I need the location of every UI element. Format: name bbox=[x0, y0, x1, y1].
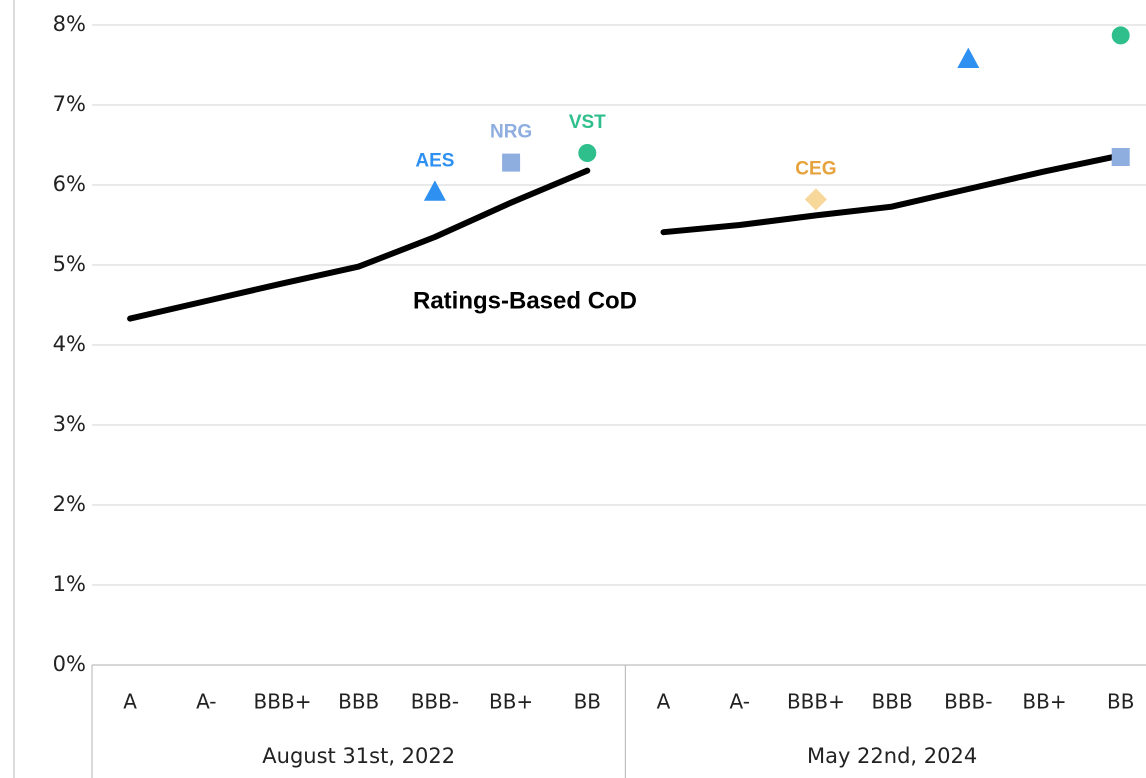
x-tick-label: BBB bbox=[872, 690, 913, 714]
x-tick-label: BBB+ bbox=[254, 690, 312, 714]
x-tick-label: A bbox=[123, 690, 137, 714]
x-tick-label: BBB+ bbox=[787, 690, 845, 714]
x-tick-label: BBB- bbox=[411, 690, 459, 714]
y-tick-label: 2% bbox=[53, 492, 86, 516]
point-label: AES bbox=[415, 150, 454, 171]
marker bbox=[804, 188, 827, 211]
x-tick-label: A bbox=[657, 690, 671, 714]
x-tick-label: BB+ bbox=[489, 690, 533, 714]
marker bbox=[578, 144, 597, 162]
point-label: NRG bbox=[490, 122, 532, 143]
marker bbox=[502, 153, 521, 172]
y-tick-label: 4% bbox=[53, 332, 86, 356]
y-tick-label: 6% bbox=[53, 172, 86, 196]
cod-line bbox=[127, 167, 591, 322]
y-tick-label: 1% bbox=[53, 572, 86, 596]
x-tick-label: BB bbox=[574, 690, 601, 714]
marker bbox=[1111, 148, 1130, 166]
marker bbox=[423, 180, 446, 201]
x-tick-label: BBB bbox=[338, 690, 379, 714]
line-label: Ratings-Based CoD bbox=[413, 287, 637, 314]
marker bbox=[957, 47, 980, 68]
y-tick-label: 5% bbox=[53, 252, 86, 276]
point-label: VST bbox=[569, 112, 606, 133]
y-tick-label: 3% bbox=[53, 412, 86, 436]
x-tick-label: BB bbox=[1107, 690, 1134, 714]
y-tick-label: 0% bbox=[53, 652, 86, 676]
x-tick-label: BBB- bbox=[944, 690, 992, 714]
x-tick-label: A- bbox=[196, 690, 216, 714]
y-tick-label: 7% bbox=[53, 92, 86, 116]
y-tick-label: 8% bbox=[53, 12, 86, 36]
marker bbox=[1111, 26, 1130, 45]
point-label: CEG bbox=[795, 158, 836, 179]
group-label: August 31st, 2022 bbox=[262, 744, 455, 768]
x-tick-label: A- bbox=[729, 690, 749, 714]
cod-line bbox=[660, 152, 1124, 236]
x-tick-label: BB+ bbox=[1022, 690, 1066, 714]
group-label: May 22nd, 2024 bbox=[807, 744, 977, 768]
